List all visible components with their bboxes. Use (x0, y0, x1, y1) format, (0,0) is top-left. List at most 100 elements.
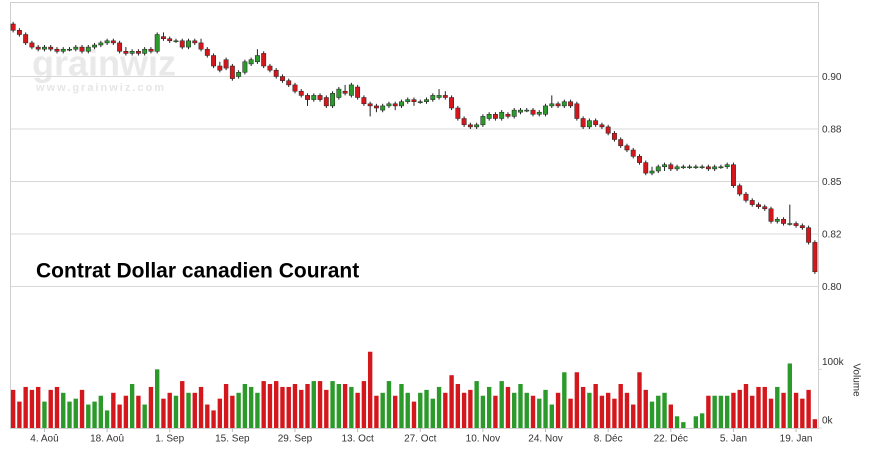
candle-body (806, 227, 812, 243)
candle-body (599, 124, 605, 128)
volume-bar (537, 398, 542, 428)
candle-body (674, 166, 680, 170)
candle-body (129, 51, 135, 54)
candle-body (543, 105, 548, 115)
candle-body (167, 38, 173, 42)
candle-body (280, 76, 285, 81)
candle-body (348, 84, 354, 96)
volume-bar (461, 392, 467, 428)
volume-bar (292, 384, 298, 428)
volume-bar (336, 384, 342, 428)
volume-bar (480, 395, 486, 428)
volume-bar (230, 395, 235, 428)
candle-body (655, 166, 661, 172)
candle-body (574, 103, 580, 119)
candle-body (248, 59, 254, 65)
volume-axis-label: Volume (850, 363, 861, 397)
candle-body (286, 80, 292, 86)
volume-bar (411, 401, 417, 428)
candle-body (223, 59, 229, 69)
candle-body (142, 48, 148, 54)
candle-body (60, 48, 66, 52)
volume-bar (261, 381, 266, 428)
volume-bar (618, 384, 623, 428)
candle-body (411, 99, 417, 102)
candle-body (98, 42, 104, 46)
volume-bar (361, 381, 367, 428)
volume-bar (762, 386, 767, 428)
volume-bar (812, 419, 818, 428)
volume-bar (612, 398, 617, 428)
x-tick-label: 13. Oct (342, 434, 374, 445)
volume-bar (474, 381, 479, 428)
volume-bar (342, 384, 348, 428)
volume-bar (455, 384, 461, 428)
volume-bar (79, 389, 85, 428)
volume-bar (518, 384, 523, 428)
watermark-url: www.grainwiz.com (35, 82, 166, 94)
volume-bar (10, 389, 16, 428)
volume-bar (605, 392, 611, 428)
candle-body (768, 208, 774, 222)
candle-body (292, 84, 298, 92)
volume-bar (98, 395, 104, 428)
candle-body (793, 223, 799, 226)
candle-body (749, 200, 755, 205)
candle-body (643, 162, 649, 174)
volume-bar (117, 404, 122, 428)
candle-body (568, 101, 574, 107)
candle-body (23, 34, 29, 44)
volume-bar (768, 398, 774, 428)
candle-body (73, 46, 79, 50)
candle-body (323, 97, 329, 107)
x-tick-label: 24. Nov (528, 434, 562, 445)
candle-body (743, 193, 749, 201)
volume-bar (286, 386, 291, 428)
volume-bar (317, 381, 323, 428)
candle-body (85, 46, 91, 52)
candle-body (624, 145, 630, 151)
candle-body (92, 44, 98, 48)
volume-bar (775, 386, 780, 428)
candle-body (680, 166, 686, 169)
candle-body (712, 166, 718, 170)
candle-body (261, 53, 267, 67)
x-tick-label: 8. Déc (594, 434, 623, 445)
volume-bar (92, 401, 97, 428)
candle-body (186, 40, 191, 48)
volume-bar (192, 392, 197, 428)
candle-body (104, 40, 110, 44)
y-tick-label: 0.82 (822, 230, 842, 241)
candle-body (756, 204, 761, 207)
volume-bar (355, 392, 360, 428)
volume-bar (699, 413, 705, 428)
candle-body (267, 65, 273, 71)
volume-bar (649, 401, 655, 428)
volume-bar (148, 386, 154, 428)
candle-body (42, 46, 47, 50)
candle-body (781, 219, 786, 224)
volume-bar (73, 398, 78, 428)
candle-body (467, 124, 473, 128)
volume-bar (35, 386, 41, 428)
candle-body (555, 103, 561, 107)
volume-bar (374, 395, 379, 428)
candle-body (518, 109, 523, 113)
volume-bar (505, 386, 511, 428)
candle-body (687, 166, 693, 169)
volume-bar (186, 392, 191, 428)
candle-body (67, 48, 72, 51)
x-tick-label: 27. Oct (404, 434, 436, 445)
volume-bar (242, 384, 248, 428)
volume-bar (512, 392, 517, 428)
candle-body (10, 23, 16, 31)
candle-body (236, 72, 242, 77)
candle-body (305, 95, 310, 100)
candle-body (148, 48, 154, 52)
candle-body (242, 61, 248, 73)
volume-bar (211, 410, 216, 428)
volume-bar (530, 395, 536, 428)
candle-body (311, 95, 317, 100)
x-tick-label: 15. Sep (215, 434, 250, 445)
chart-title: Contrat Dollar canadien Courant (36, 260, 359, 283)
